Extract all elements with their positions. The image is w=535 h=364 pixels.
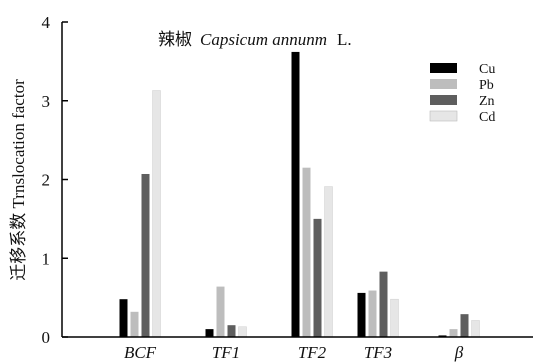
bar-zn-bcf [141,173,150,337]
bar-pb-β [449,329,458,337]
y-tick-label: 4 [42,13,51,32]
legend-label-cd: Cd [479,110,495,125]
bar-cu-β [438,335,447,337]
bar-cd-tf3 [390,298,399,338]
legend-swatch-cd [429,110,458,122]
bar-cd-bcf [152,90,161,338]
bar-cd-tf1 [238,326,247,338]
bar-pb-tf2 [302,167,311,337]
bar-cu-tf2 [291,51,300,338]
bar-zn-tf2 [313,218,322,337]
bar-cu-bcf [119,299,128,337]
y-tick-label: 2 [42,171,51,190]
bar-zn-tf1 [227,325,236,337]
bar-cd-β [471,320,480,338]
bar-zn-tf3 [379,271,388,337]
legend-label-cu: Cu [479,62,495,77]
bar-cd-tf2 [324,186,333,338]
y-tick-label: 3 [42,92,51,111]
legend-swatch-zn [430,95,457,105]
x-category-label: β [454,343,464,362]
bar-pb-tf1 [216,286,225,337]
x-category-label: BCF [124,343,157,362]
legend-label-pb: Pb [479,78,494,93]
legend-label-zn: Zn [479,94,495,109]
bar-pb-bcf [130,311,139,337]
legend-swatch-cu [430,63,457,73]
legend-swatch-pb [430,79,457,89]
chart-title: 辣椒 Capsicum annunm L. [158,30,352,49]
x-category-label: TF3 [364,343,392,362]
x-category-label: TF2 [298,343,327,362]
y-axis-label: 迁移系数 Trnslocation factor [9,79,28,281]
bar-zn-β [460,314,469,337]
bar-cu-tf3 [357,292,366,337]
x-category-label: TF1 [212,343,240,362]
y-tick-label: 0 [42,328,51,347]
bar-cu-tf1 [205,329,214,337]
bar-pb-tf3 [368,290,377,337]
y-tick-label: 1 [42,249,51,268]
